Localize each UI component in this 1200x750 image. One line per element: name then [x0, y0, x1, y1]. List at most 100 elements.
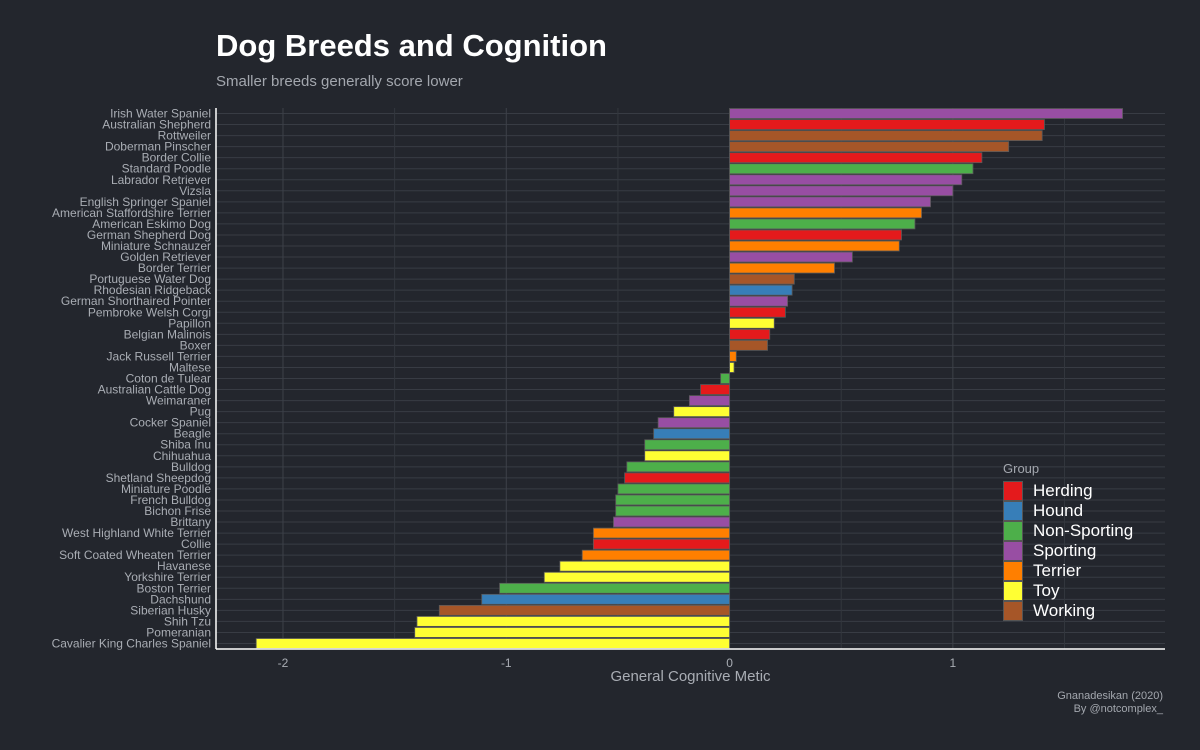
- bar-vizsla: [729, 185, 954, 197]
- legend-item-terrier: Terrier: [1003, 561, 1081, 581]
- y-tick-label: Collie: [181, 537, 211, 551]
- legend-swatch: [1003, 501, 1023, 521]
- bar-maltese: [729, 362, 735, 373]
- y-tick-label: Jack Russell Terrier: [107, 349, 211, 363]
- y-tick-label: Bichon Frise: [144, 504, 211, 518]
- legend-swatch: [1003, 521, 1023, 541]
- y-tick-label: Yorkshire Terrier: [124, 570, 211, 584]
- caption-author: By @notcomplex_: [1073, 703, 1163, 715]
- y-tick-label: Doberman Pinscher: [105, 140, 211, 154]
- y-tick-label: English Springer Spaniel: [80, 195, 211, 209]
- y-tick-label: Weimaraner: [146, 394, 211, 408]
- legend-label: Non-Sporting: [1033, 521, 1134, 540]
- bar-boxer: [729, 340, 768, 351]
- bar-papillon: [729, 317, 775, 329]
- bar-soft-coated-wheaten-terrier: [581, 549, 730, 561]
- legend-label: Working: [1033, 601, 1096, 620]
- chart-title: Dog Breeds and Cognition: [216, 28, 607, 63]
- y-tick-label: Coton de Tulear: [126, 372, 211, 386]
- bar-weimaraner: [688, 395, 730, 406]
- caption: Gnanadesikan (2020) By @notcomplex_: [1057, 690, 1163, 716]
- legend-item-toy: Toy: [1003, 581, 1059, 601]
- legend-label: Toy: [1033, 581, 1060, 600]
- y-tick-label: Papillon: [168, 316, 211, 330]
- bar-labrador-retriever: [729, 174, 963, 186]
- y-tick-label: Havanese: [157, 559, 211, 573]
- bar-shiba-inu: [644, 439, 730, 451]
- y-tick-label: American Staffordshire Terrier: [52, 206, 211, 220]
- bar-standard-poodle: [729, 163, 974, 175]
- bar-golden-retriever: [729, 251, 853, 263]
- legend-swatch: [1003, 541, 1023, 561]
- bar-dachshund: [481, 593, 730, 605]
- y-tick-label: Pug: [190, 405, 211, 419]
- chart-subtitle: Smaller breeds generally score lower: [216, 73, 463, 90]
- y-tick-label: Cavalier King Charles Spaniel: [52, 636, 211, 650]
- y-tick-label: Australian Cattle Dog: [98, 383, 211, 397]
- caption-source: Gnanadesikan (2020): [1057, 690, 1163, 702]
- bar-miniature-schnauzer: [729, 240, 900, 252]
- y-tick-label: Beagle: [174, 427, 212, 441]
- bar-cavalier-king-charles-spaniel: [255, 638, 730, 649]
- bar-english-springer-spaniel: [729, 196, 931, 208]
- y-tick-label: Dachshund: [150, 592, 211, 606]
- y-tick-label: German Shorthaired Pointer: [61, 294, 211, 308]
- legend-label: Herding: [1033, 481, 1093, 500]
- legend-item-hound: Hound: [1003, 501, 1083, 521]
- bar-rottweiler: [729, 130, 1043, 141]
- bar-miniature-poodle: [617, 483, 730, 495]
- bar-shetland-sheepdog: [624, 472, 730, 484]
- y-tick-label: Brittany: [170, 515, 211, 529]
- y-tick-label: Pembroke Welsh Corgi: [88, 305, 211, 319]
- legend-item-herding: Herding: [1003, 481, 1093, 501]
- bar-coton-de-tulear: [720, 373, 730, 384]
- bar-french-bulldog: [615, 494, 730, 506]
- y-tick-label: Golden Retriever: [120, 250, 211, 264]
- legend-swatch: [1003, 561, 1023, 581]
- y-tick-label: Shiba Inu: [160, 438, 211, 452]
- bar-belgian-malinois: [729, 328, 771, 340]
- y-tick-label: Portuguese Water Dog: [89, 272, 211, 286]
- bar-jack-russell-terrier: [729, 351, 737, 362]
- y-tick-label: French Bulldog: [130, 493, 211, 507]
- bar-australian-shepherd: [729, 119, 1045, 130]
- bar-doberman-pinscher: [729, 141, 1010, 153]
- y-tick-label: Boxer: [180, 338, 211, 352]
- y-tick-label: American Eskimo Dog: [92, 217, 211, 231]
- bar-rhodesian-ridgeback: [729, 284, 793, 296]
- bar-border-terrier: [729, 262, 835, 274]
- y-tick-label: Labrador Retriever: [111, 173, 211, 187]
- bar-german-shepherd-dog: [729, 229, 902, 241]
- y-tick-label: Standard Poodle: [122, 162, 212, 176]
- y-tick-label: Miniature Schnauzer: [101, 239, 211, 253]
- legend-swatch: [1003, 581, 1023, 601]
- bar-west-highland-white-terrier: [592, 527, 730, 539]
- legend-label: Hound: [1033, 501, 1084, 520]
- bar-cocker-spaniel: [657, 417, 730, 429]
- y-tick-label: Maltese: [169, 360, 211, 374]
- bar-yorkshire-terrier: [543, 571, 730, 583]
- x-tick-label: 0: [726, 656, 733, 670]
- x-tick-label: -2: [278, 656, 289, 670]
- y-tick-label: German Shepherd Dog: [87, 228, 211, 242]
- y-tick-label: Bulldog: [171, 460, 211, 474]
- bar-bichon-frise: [615, 505, 730, 517]
- y-tick-label: Rhodesian Ridgeback: [94, 283, 212, 297]
- bar-pomeranian: [414, 627, 730, 638]
- legend-swatch: [1003, 601, 1023, 621]
- x-axis-label: General Cognitive Metic: [610, 668, 771, 685]
- bar-beagle: [653, 428, 730, 440]
- y-tick-label: Rottweiler: [158, 129, 211, 143]
- y-tick-label: Soft Coated Wheaten Terrier: [59, 548, 211, 562]
- y-tick-label: Belgian Malinois: [124, 327, 211, 341]
- legend-label: Terrier: [1033, 561, 1082, 580]
- bar-collie: [592, 538, 730, 550]
- bar-american-eskimo-dog: [729, 218, 916, 230]
- bar-boston-terrier: [499, 582, 730, 594]
- y-tick-label: Irish Water Spaniel: [110, 107, 211, 121]
- y-tick-label: Australian Shepherd: [102, 118, 211, 132]
- bar-siberian-husky: [438, 604, 730, 616]
- bar-australian-cattle-dog: [700, 384, 730, 395]
